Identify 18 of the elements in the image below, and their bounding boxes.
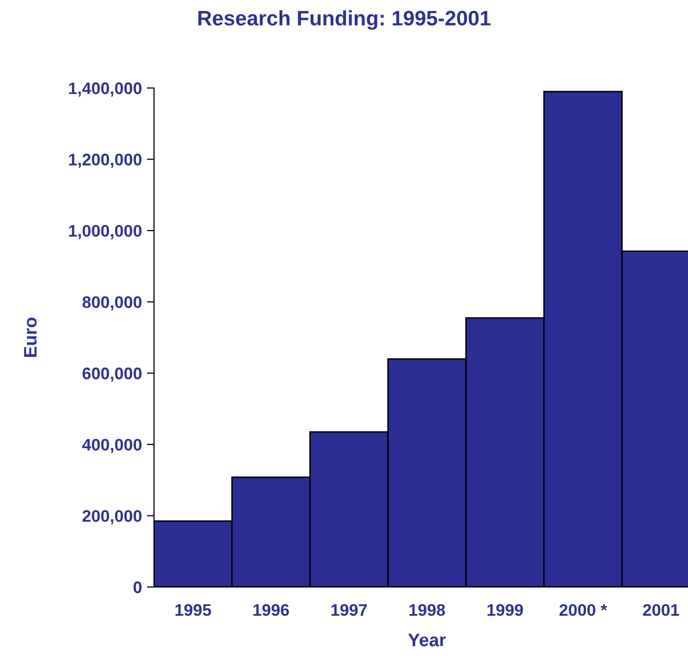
y-tick-label: 400,000	[82, 438, 142, 454]
y-tick-label: 1,400,000	[69, 82, 142, 97]
x-tick-label: 1998	[410, 604, 446, 616]
y-axis-title: Euro	[24, 318, 37, 357]
y-tick-label: 1,200,000	[69, 154, 142, 168]
y-tick-label: 200,000	[82, 510, 142, 524]
chart-title: Research Funding: 1995-2001	[198, 10, 490, 30]
x-tick-label: 1995	[176, 604, 212, 616]
x-tick-label: 1997	[332, 604, 367, 616]
x-tick-label: 1996	[254, 604, 289, 616]
x-tick-label: 2000 *	[559, 604, 608, 616]
x-tick-label: 1999	[488, 604, 523, 616]
x-axis-title: Year	[408, 634, 446, 646]
y-tick-label: 0	[134, 581, 142, 594]
x-tick-label: 2001	[643, 604, 680, 616]
y-tick-label: 800,000	[82, 296, 142, 310]
y-tick-label: 600,000	[82, 368, 142, 382]
y-tick-label: 1,000,000	[69, 224, 142, 240]
